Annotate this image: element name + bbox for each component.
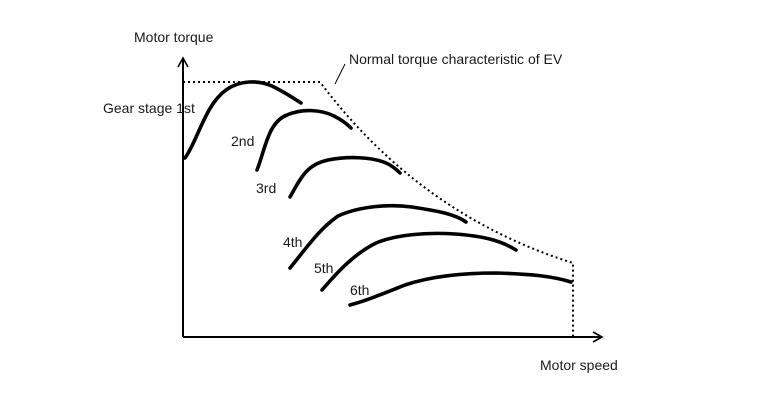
- gear-curve-5th: [320, 231, 518, 292]
- gear-label-6th: 6th: [350, 282, 369, 298]
- gear-curve-6th: [348, 271, 573, 307]
- gear-label-2nd: 2nd: [231, 133, 254, 149]
- gear-label-5th: 5th: [314, 260, 333, 276]
- gear-label-3rd: 3rd: [256, 180, 276, 196]
- gear-curve-3rd: [288, 155, 402, 199]
- envelope-label: Normal torque characteristic of EV: [349, 51, 563, 67]
- gear-curve-4th: [288, 203, 468, 270]
- gear-curve-2nd: [255, 108, 353, 172]
- envelope-leader: [334, 63, 346, 85]
- x-axis-label: Motor speed: [540, 357, 618, 373]
- gear-label-4th: 4th: [283, 234, 302, 250]
- gear-curve-1st: [183, 80, 303, 160]
- gear-label-1st: Gear stage 1st: [103, 100, 195, 116]
- y-axis-label: Motor torque: [134, 29, 214, 45]
- envelope-curve: [183, 81, 574, 337]
